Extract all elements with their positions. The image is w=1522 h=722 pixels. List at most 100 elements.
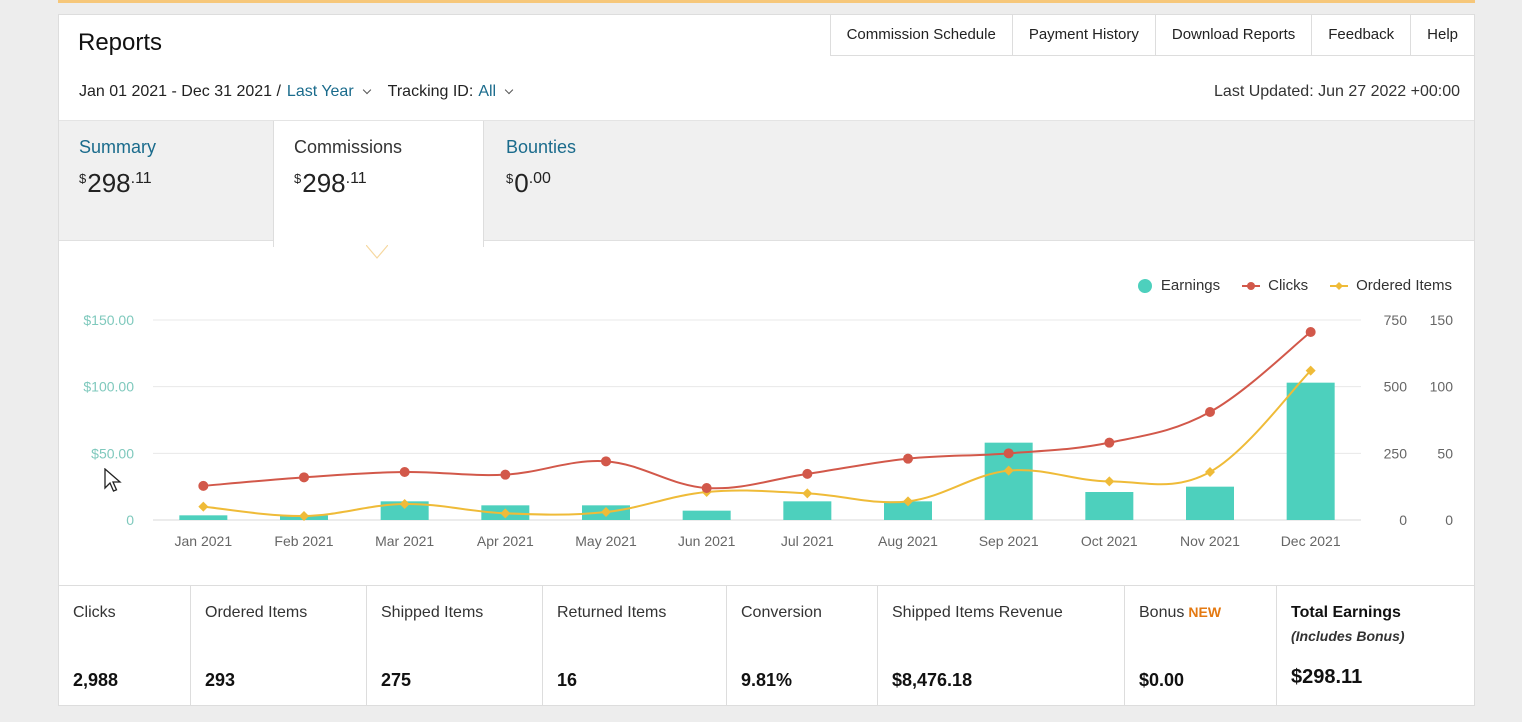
stat-label: Ordered Items [205, 604, 308, 621]
stat-label: Total Earnings [1291, 604, 1401, 621]
earnings-bar [884, 501, 932, 520]
stat-returned-items: Returned Items 16 [543, 586, 727, 706]
ordered-items-point [903, 496, 913, 507]
last-updated: Last Updated: Jun 27 2022 +00:00 [1214, 83, 1460, 100]
clicks-line-icon [1242, 281, 1261, 290]
date-range: Jan 01 2021 - Dec 31 2021 / [79, 83, 281, 100]
currency-symbol: $ [294, 171, 302, 186]
stat-label: Shipped Items [381, 604, 484, 621]
ordered-items-line [203, 369, 1312, 518]
tracking-id-label: Tracking ID: [387, 83, 474, 100]
clicks-point [399, 467, 410, 477]
currency-symbol: $ [506, 171, 514, 186]
earnings-bar [1186, 486, 1234, 520]
right-axis-clicks-tick: 250 [1384, 445, 1408, 461]
tracking-id-dropdown[interactable]: All [478, 83, 497, 100]
stat-shipped-revenue: Shipped Items Revenue $8,476.18 [878, 586, 1125, 706]
right-axis-ordered-tick: 0 [1445, 512, 1453, 528]
help-button[interactable]: Help [1410, 15, 1474, 55]
amount-whole: 298 [87, 168, 131, 198]
chevron-down-icon[interactable] [362, 85, 371, 95]
reports-card: Reports Commission Schedule Payment Hist… [58, 14, 1475, 706]
stat-label: Bonus NEW [1139, 604, 1262, 622]
ordered-items-point [500, 508, 511, 519]
ordered-items-point [802, 488, 813, 499]
amount-whole: 298 [302, 168, 346, 198]
stat-label: Shipped Items Revenue [892, 604, 1063, 621]
x-axis-tick: May 2021 [575, 533, 637, 549]
x-axis-tick: Nov 2021 [1180, 533, 1240, 549]
clicks-point [198, 480, 209, 491]
x-axis-tick: Sep 2021 [979, 533, 1039, 549]
currency-symbol: $ [79, 171, 87, 186]
amount-cents: .11 [130, 170, 152, 187]
earnings-bar [682, 510, 731, 520]
stat-label: Conversion [741, 604, 822, 621]
x-axis-tick: Jan 2021 [175, 533, 233, 549]
right-axis-clicks-tick: 0 [1399, 512, 1407, 528]
stat-value: $8,476.18 [892, 670, 973, 690]
clicks-point [1104, 437, 1115, 448]
ordered-items-point [1305, 365, 1316, 376]
earnings-chart: $150.00 750 150$100.00 500 100$50.00 250 500 0 0… [83, 312, 1454, 549]
legend-ordered-items[interactable]: Ordered Items [1330, 277, 1452, 294]
clicks-line [203, 331, 1312, 490]
earnings-dot-icon [1137, 278, 1152, 293]
feedback-button[interactable]: Feedback [1311, 15, 1410, 55]
bonus-label: Bonus [1139, 604, 1185, 621]
x-axis-tick: Oct 2021 [1081, 533, 1138, 549]
page-title: Reports [78, 29, 163, 56]
download-reports-button[interactable]: Download Reports [1154, 15, 1311, 55]
x-axis-tick: Jun 2021 [678, 533, 736, 549]
left-axis-tick: $100.00 [83, 379, 134, 395]
stat-total-earnings: Total Earnings (Includes Bonus) $298.11 [1277, 586, 1474, 706]
legend-earnings[interactable]: Earnings [1137, 277, 1220, 294]
tab-summary-label: Summary [79, 137, 157, 157]
stat-ordered-items: Ordered Items 293 [191, 586, 367, 706]
ordered-items-point [1003, 465, 1014, 476]
earnings-bar [783, 501, 832, 520]
clicks-point [903, 453, 913, 464]
amount-whole: 0 [514, 168, 529, 198]
legend-clicks[interactable]: Clicks [1242, 277, 1308, 294]
ordered-items-point [299, 511, 309, 521]
tab-commissions-label: Commissions [294, 137, 403, 157]
legend-ordered-label: Ordered Items [1356, 277, 1452, 294]
clicks-point [1305, 327, 1316, 337]
stat-conversion: Conversion 9.81% [727, 586, 878, 706]
stat-value: 275 [381, 670, 412, 690]
period-dropdown[interactable]: Last Year [286, 83, 354, 100]
clicks-point [701, 483, 712, 493]
top-nav: Commission Schedule Payment History Down… [829, 14, 1475, 56]
tab-bounties-amount: $ 0 .00 [506, 168, 666, 199]
summary-tabs: Summary $ 298 .11 Commissions $ 298 .11 … [59, 120, 1474, 247]
stat-value: $298.11 [1291, 666, 1363, 688]
tab-summary-amount: $ 298 .11 [79, 168, 253, 199]
earnings-bar [1085, 492, 1134, 520]
ordered-items-point [1205, 467, 1215, 477]
clicks-point [802, 468, 813, 479]
clicks-point [299, 472, 309, 483]
commission-schedule-button[interactable]: Commission Schedule [846, 26, 996, 43]
tab-bounties-label: Bounties [506, 137, 577, 157]
right-axis-ordered-tick: 150 [1430, 312, 1454, 328]
tab-bounties[interactable]: Bounties $ 0 .00 [486, 121, 686, 242]
chevron-down-icon[interactable] [504, 85, 514, 95]
right-axis-ordered-tick: 100 [1430, 379, 1454, 395]
clicks-point [1205, 407, 1215, 417]
tab-commissions[interactable]: Commissions $ 298 .11 [273, 121, 484, 247]
earnings-bar [380, 501, 429, 520]
stat-label: Clicks [73, 604, 116, 621]
clicks-point [1003, 448, 1014, 459]
stat-value: $0.00 [1139, 670, 1185, 690]
payment-history-button[interactable]: Payment History [1011, 15, 1155, 55]
stat-value: 9.81% [741, 670, 793, 690]
x-axis-tick: Jul 2021 [781, 533, 834, 549]
clicks-point [601, 456, 611, 467]
ordered-items-point [198, 501, 209, 512]
tab-summary[interactable]: Summary $ 298 .11 [59, 121, 273, 242]
active-tab-caret-icon [366, 245, 388, 259]
x-axis-tick: Dec 2021 [1281, 533, 1341, 549]
legend-clicks-label: Clicks [1268, 277, 1309, 294]
x-axis-tick: Mar 2021 [375, 533, 434, 549]
